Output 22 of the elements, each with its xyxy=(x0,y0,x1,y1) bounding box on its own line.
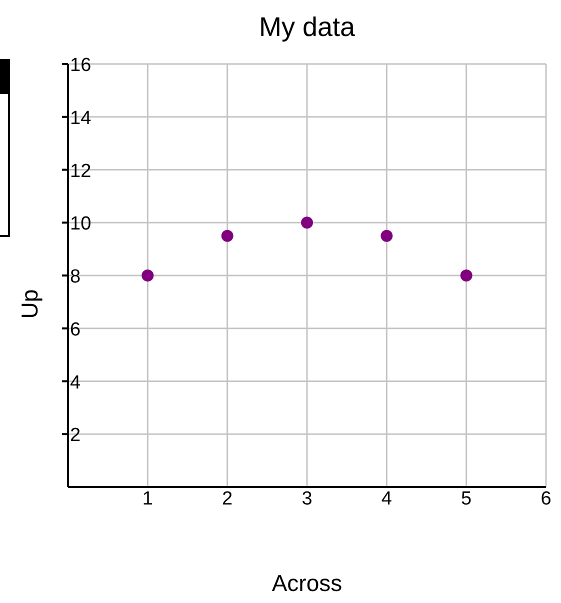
y-tick-label: 10 xyxy=(70,214,92,235)
point xyxy=(142,270,154,282)
y-tick-label: 4 xyxy=(70,372,81,394)
y-tick-label: 12 xyxy=(70,160,92,182)
y-tick-label: 16 xyxy=(70,55,92,76)
x-tick-label: 3 xyxy=(302,488,312,510)
point xyxy=(380,230,393,242)
point xyxy=(221,230,234,242)
x-tick-label: 5 xyxy=(461,488,472,510)
x-tick-label: 6 xyxy=(540,488,552,510)
x-tick-label: 4 xyxy=(381,488,392,510)
y-tick-label: 2 xyxy=(70,425,81,446)
y-tick-label: 8 xyxy=(70,266,81,288)
point xyxy=(460,270,472,282)
point xyxy=(301,216,313,229)
y-axis-title: Up xyxy=(16,289,44,319)
x-axis-title: Across xyxy=(270,570,344,597)
x-tick-label: 1 xyxy=(142,488,153,510)
chart-title: My data xyxy=(258,12,356,43)
x-tick-label: 2 xyxy=(222,488,233,510)
y-tick-label: 14 xyxy=(70,108,92,129)
y-tick-label: 6 xyxy=(70,319,81,340)
